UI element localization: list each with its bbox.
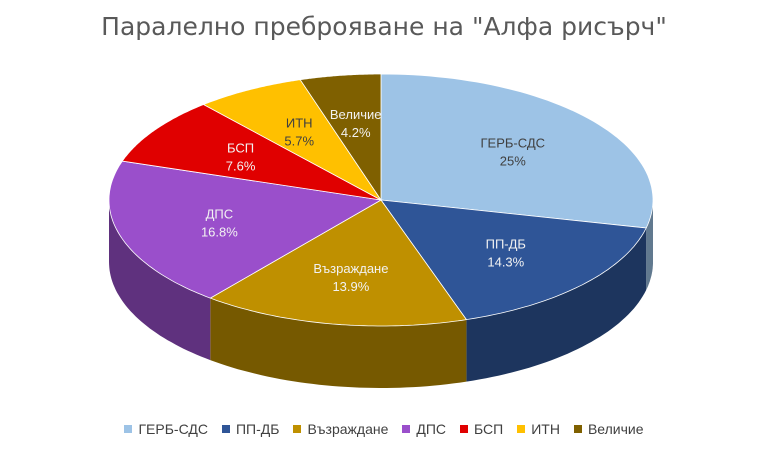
legend-label-5: ИТН	[531, 421, 560, 437]
data-label-value-5: 5.7%	[284, 134, 314, 149]
pie-side-3	[109, 200, 211, 361]
legend-item-5: ИТН	[517, 421, 560, 437]
pie-side-0	[646, 200, 653, 290]
data-label-category-4: БСП	[227, 141, 254, 156]
legend-swatch-6	[573, 425, 582, 433]
legend-label-0: ГЕРБ-СДС	[138, 421, 208, 437]
pie-side-2	[210, 298, 467, 388]
legend-item-3: ДПС	[402, 421, 446, 437]
legend-label-2: Възраждане	[307, 421, 389, 437]
data-label-category-3: ДПС	[206, 206, 234, 221]
data-label-category-6: Величие	[330, 107, 382, 122]
pie-slice-2	[209, 199, 468, 327]
legend-swatch-3	[402, 425, 411, 433]
data-label-value-1: 14.3%	[487, 255, 524, 270]
legend-label-4: БСП	[474, 421, 504, 437]
legend-swatch-1	[221, 425, 230, 433]
data-label-value-3: 16.8%	[201, 224, 238, 239]
pie-slice-4	[121, 104, 382, 201]
data-label-value-4: 7.6%	[226, 159, 256, 174]
data-label-category-2: Възраждане	[313, 261, 388, 276]
legend-label-6: Величие	[587, 421, 644, 437]
legend-item-2: Възраждане	[293, 421, 388, 437]
data-label-value-0: 25%	[500, 153, 526, 168]
pie-side-1	[466, 228, 647, 382]
pie-slice-0	[380, 73, 654, 229]
legend-item-0: ГЕРБ-СДС	[124, 421, 208, 437]
data-label-category-0: ГЕРБ-СДС	[481, 135, 546, 150]
pie-slice-1	[380, 199, 647, 321]
legend-item-4: БСП	[460, 421, 503, 437]
legend-item-6: Величие	[573, 421, 644, 437]
legend-swatch-0	[124, 425, 133, 433]
data-label-category-5: ИТН	[286, 116, 313, 131]
data-label-value-2: 13.9%	[332, 279, 369, 294]
legend-label-3: ДПС	[416, 421, 447, 437]
legend-swatch-4	[460, 425, 469, 433]
pie-slice-6	[299, 73, 382, 202]
pie-slice-3	[108, 160, 383, 299]
chart-title: Паралелно преброяване на "Алфа рисърч"	[101, 12, 667, 41]
legend-swatch-5	[517, 425, 526, 433]
legend-swatch-2	[293, 425, 302, 433]
legend-label-1: ПП-ДБ	[235, 421, 280, 437]
data-label-category-1: ПП-ДБ	[486, 237, 526, 252]
pie-slice-5	[202, 79, 382, 201]
data-label-value-6: 4.2%	[341, 125, 371, 140]
legend-item-1: ПП-ДБ	[221, 421, 280, 437]
legend: ГЕРБ-СДС ПП-ДБ Възраждане ДПС БСП ИТН Величие	[0, 421, 768, 437]
